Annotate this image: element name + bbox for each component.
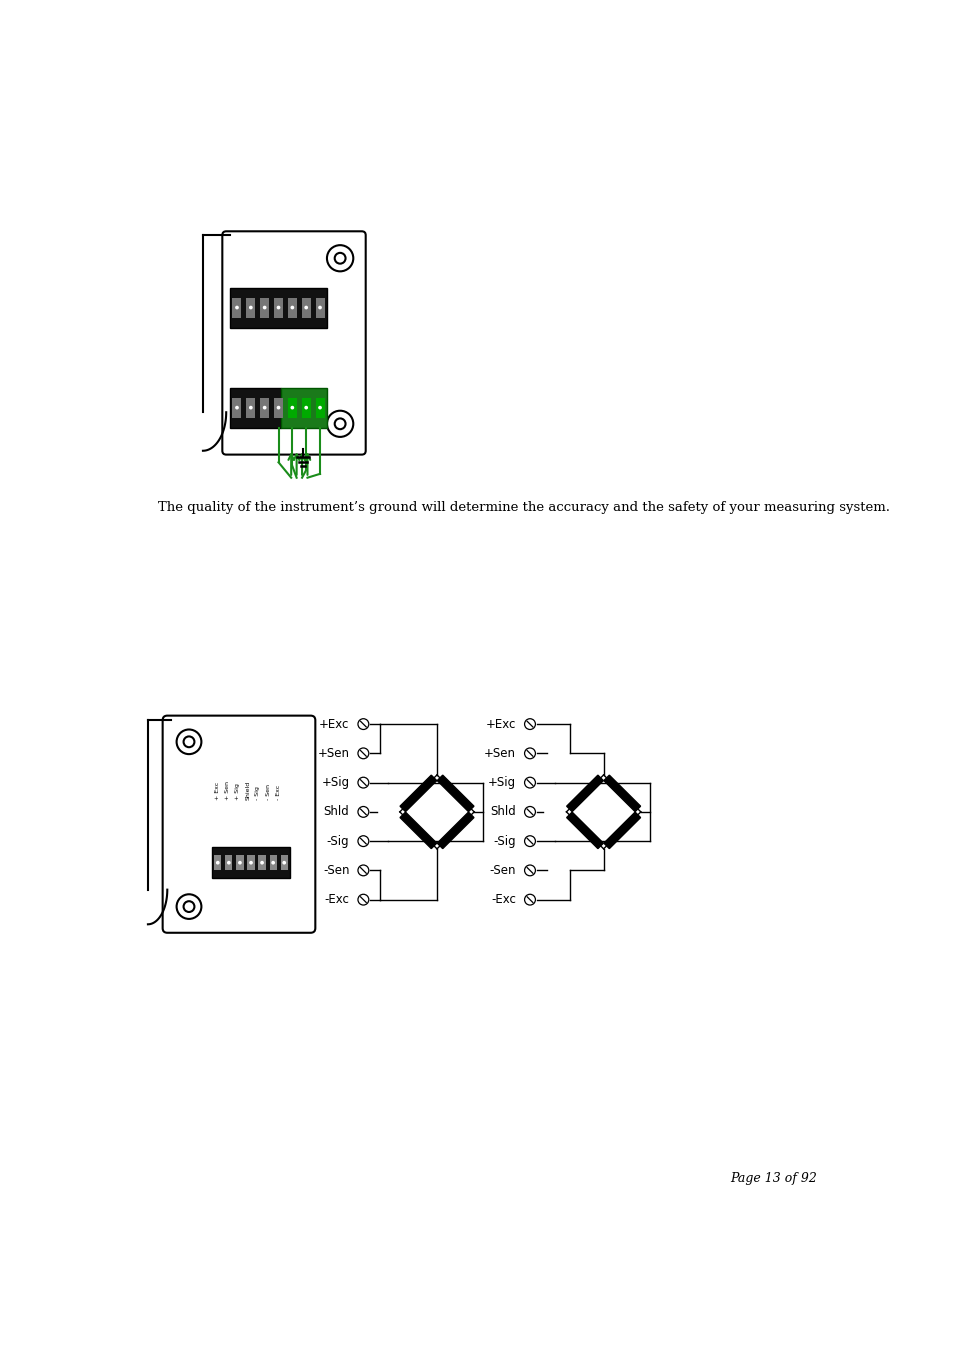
Text: + Sig: + Sig bbox=[235, 783, 240, 799]
FancyBboxPatch shape bbox=[280, 855, 288, 871]
FancyBboxPatch shape bbox=[274, 398, 283, 417]
Polygon shape bbox=[566, 775, 602, 811]
Text: +Sen: +Sen bbox=[317, 747, 349, 760]
Polygon shape bbox=[436, 775, 474, 811]
Text: + Sen: + Sen bbox=[225, 780, 230, 799]
Circle shape bbox=[263, 406, 266, 409]
FancyBboxPatch shape bbox=[260, 297, 269, 317]
Circle shape bbox=[250, 406, 252, 409]
Text: -Sen: -Sen bbox=[322, 864, 349, 878]
FancyBboxPatch shape bbox=[236, 855, 243, 871]
Polygon shape bbox=[436, 813, 474, 849]
Text: -Sig: -Sig bbox=[493, 834, 516, 848]
Text: -Exc: -Exc bbox=[491, 894, 516, 906]
Text: -Sen: -Sen bbox=[489, 864, 516, 878]
Circle shape bbox=[277, 406, 279, 409]
Circle shape bbox=[263, 306, 266, 309]
Circle shape bbox=[277, 306, 279, 309]
Polygon shape bbox=[399, 775, 436, 811]
FancyBboxPatch shape bbox=[301, 297, 311, 317]
Polygon shape bbox=[566, 813, 602, 849]
Circle shape bbox=[235, 306, 238, 309]
Circle shape bbox=[305, 306, 307, 309]
Circle shape bbox=[260, 861, 263, 864]
Circle shape bbox=[235, 406, 238, 409]
FancyBboxPatch shape bbox=[214, 855, 221, 871]
FancyBboxPatch shape bbox=[225, 855, 233, 871]
FancyBboxPatch shape bbox=[233, 398, 241, 417]
Circle shape bbox=[228, 861, 230, 864]
Circle shape bbox=[318, 306, 321, 309]
FancyBboxPatch shape bbox=[230, 387, 281, 428]
FancyBboxPatch shape bbox=[288, 297, 296, 317]
Circle shape bbox=[250, 861, 252, 864]
Circle shape bbox=[291, 406, 294, 409]
Text: -Sig: -Sig bbox=[327, 834, 349, 848]
FancyBboxPatch shape bbox=[315, 398, 324, 417]
Text: Shld: Shld bbox=[490, 806, 516, 818]
FancyBboxPatch shape bbox=[230, 288, 327, 328]
Circle shape bbox=[216, 861, 219, 864]
FancyBboxPatch shape bbox=[258, 855, 265, 871]
Circle shape bbox=[291, 306, 294, 309]
Text: + Exc: + Exc bbox=[215, 782, 220, 799]
FancyBboxPatch shape bbox=[212, 848, 290, 878]
Text: Shld: Shld bbox=[323, 806, 349, 818]
Text: - Exc: - Exc bbox=[275, 784, 280, 799]
FancyBboxPatch shape bbox=[233, 297, 241, 317]
Polygon shape bbox=[603, 775, 639, 811]
Polygon shape bbox=[603, 813, 639, 849]
Text: Shield: Shield bbox=[245, 780, 250, 799]
Text: - Sen: - Sen bbox=[265, 783, 271, 799]
Circle shape bbox=[318, 406, 321, 409]
Circle shape bbox=[272, 861, 274, 864]
FancyBboxPatch shape bbox=[281, 387, 327, 428]
Text: +Exc: +Exc bbox=[318, 718, 349, 730]
FancyBboxPatch shape bbox=[247, 855, 254, 871]
Polygon shape bbox=[399, 813, 436, 849]
Circle shape bbox=[183, 902, 194, 913]
Text: +Exc: +Exc bbox=[485, 718, 516, 730]
FancyBboxPatch shape bbox=[274, 297, 283, 317]
Circle shape bbox=[305, 406, 307, 409]
Text: - Sig: - Sig bbox=[255, 786, 260, 799]
Text: The quality of the instrument’s ground will determine the accuracy and the safet: The quality of the instrument’s ground w… bbox=[158, 501, 889, 514]
Text: +Sen: +Sen bbox=[483, 747, 516, 760]
FancyBboxPatch shape bbox=[270, 855, 276, 871]
FancyBboxPatch shape bbox=[288, 398, 296, 417]
Text: -Exc: -Exc bbox=[324, 894, 349, 906]
FancyBboxPatch shape bbox=[315, 297, 324, 317]
FancyBboxPatch shape bbox=[246, 398, 255, 417]
FancyBboxPatch shape bbox=[301, 398, 311, 417]
Text: +Sig: +Sig bbox=[487, 776, 516, 790]
FancyBboxPatch shape bbox=[260, 398, 269, 417]
Circle shape bbox=[183, 736, 194, 747]
FancyBboxPatch shape bbox=[246, 297, 255, 317]
Circle shape bbox=[250, 306, 252, 309]
FancyBboxPatch shape bbox=[162, 716, 315, 933]
Text: Page 13 of 92: Page 13 of 92 bbox=[729, 1172, 816, 1184]
Text: +Sig: +Sig bbox=[321, 776, 349, 790]
Circle shape bbox=[283, 861, 285, 864]
FancyBboxPatch shape bbox=[222, 231, 365, 455]
Circle shape bbox=[238, 861, 241, 864]
